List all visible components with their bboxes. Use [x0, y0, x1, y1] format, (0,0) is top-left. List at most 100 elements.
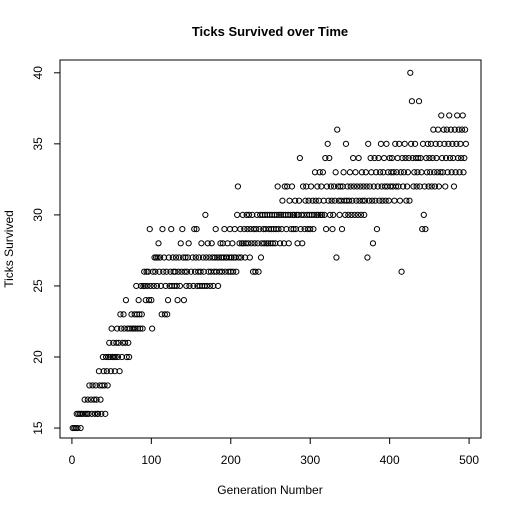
- data-point: [175, 268, 182, 275]
- data-point: [392, 183, 400, 190]
- data-point: [164, 297, 172, 304]
- data-point: [315, 211, 322, 218]
- data-point: [420, 211, 427, 218]
- data-point: [253, 226, 260, 233]
- data-point: [404, 183, 411, 190]
- data-point: [97, 396, 104, 403]
- data-point: [145, 297, 153, 304]
- data-point: [326, 154, 333, 162]
- data-point: [165, 254, 172, 261]
- data-point: [461, 154, 468, 162]
- data-point: [314, 183, 321, 190]
- data-point: [144, 282, 151, 290]
- data-point: [458, 154, 465, 162]
- data-point: [116, 368, 123, 375]
- data-point: [363, 183, 370, 190]
- data-point: [425, 183, 432, 190]
- data-point: [93, 396, 100, 403]
- data-point: [447, 126, 454, 133]
- data-point: [91, 396, 98, 403]
- data-point: [106, 339, 113, 346]
- data-point: [290, 226, 297, 233]
- data-point: [371, 154, 378, 162]
- data-point: [211, 254, 218, 261]
- data-points: [69, 69, 470, 432]
- data-point: [152, 268, 159, 275]
- chart-title: Ticks Survived over Time: [192, 24, 348, 39]
- data-point: [431, 183, 439, 190]
- data-point: [159, 226, 166, 233]
- data-point: [332, 169, 339, 176]
- data-point: [141, 268, 148, 275]
- data-point: [257, 254, 265, 261]
- data-point: [89, 382, 96, 389]
- data-point: [86, 382, 93, 389]
- data-point: [154, 254, 161, 261]
- data-point: [353, 197, 360, 204]
- data-point: [350, 183, 358, 190]
- y-tick-label: 15: [31, 421, 45, 435]
- data-point: [455, 126, 462, 133]
- data-point: [236, 240, 243, 247]
- data-point: [305, 197, 312, 204]
- data-point: [241, 226, 248, 233]
- data-point: [445, 140, 452, 147]
- data-point: [103, 368, 110, 375]
- data-point: [108, 325, 115, 332]
- data-point: [198, 240, 205, 247]
- data-point: [125, 339, 132, 346]
- data-point: [391, 197, 398, 204]
- data-point: [441, 140, 448, 147]
- data-point: [319, 211, 326, 218]
- data-point: [100, 368, 107, 375]
- data-point: [244, 226, 251, 233]
- data-point: [281, 183, 288, 190]
- data-point: [370, 183, 377, 190]
- data-point: [449, 140, 456, 147]
- x-axis-title: Generation Number: [217, 483, 322, 497]
- data-point: [361, 211, 368, 218]
- data-point: [438, 154, 446, 162]
- data-point: [182, 254, 189, 261]
- data-point: [350, 154, 357, 162]
- data-point: [414, 169, 421, 176]
- data-point: [181, 268, 188, 275]
- data-point: [245, 240, 252, 247]
- data-point: [252, 268, 259, 275]
- data-point: [297, 226, 304, 233]
- data-point: [150, 282, 157, 290]
- data-point: [330, 211, 337, 218]
- data-point: [287, 211, 294, 218]
- data-point: [180, 297, 188, 304]
- data-point: [245, 211, 253, 218]
- data-point: [307, 226, 314, 233]
- data-point: [326, 211, 334, 218]
- data-point: [248, 240, 255, 247]
- data-point: [316, 169, 323, 176]
- data-point: [183, 282, 190, 290]
- data-point: [229, 240, 236, 247]
- data-point: [354, 211, 361, 218]
- data-point: [352, 169, 359, 176]
- data-point: [189, 254, 196, 261]
- data-point: [156, 254, 164, 261]
- data-point: [164, 311, 171, 318]
- data-point: [192, 254, 199, 261]
- data-point: [400, 169, 408, 176]
- data-point: [204, 240, 211, 247]
- data-point: [421, 183, 428, 190]
- data-point: [405, 154, 412, 162]
- data-point: [367, 154, 374, 162]
- data-point: [172, 268, 179, 275]
- data-point: [107, 368, 114, 375]
- data-point: [228, 254, 235, 261]
- data-point: [261, 240, 268, 247]
- data-point: [102, 410, 109, 417]
- data-point: [311, 211, 318, 218]
- data-point: [396, 197, 404, 204]
- data-point: [358, 169, 365, 176]
- data-point: [324, 140, 331, 147]
- data-point: [238, 254, 245, 261]
- data-point: [135, 297, 142, 304]
